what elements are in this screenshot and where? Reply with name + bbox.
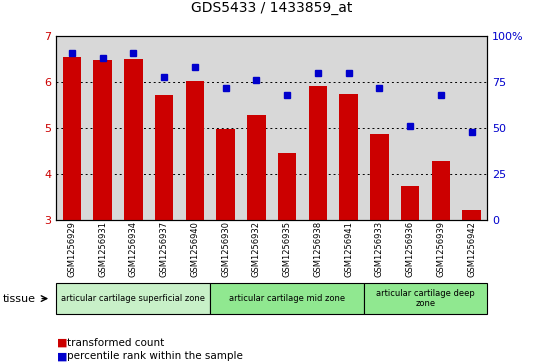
Text: ■: ■ — [56, 338, 67, 348]
Bar — [94, 60, 112, 220]
Bar — [278, 153, 296, 220]
Text: articular cartilage deep
zone: articular cartilage deep zone — [376, 289, 475, 308]
Text: ■: ■ — [56, 351, 67, 362]
Bar — [186, 81, 204, 220]
Bar — [370, 134, 388, 220]
Text: GDS5433 / 1433859_at: GDS5433 / 1433859_at — [191, 0, 352, 15]
Text: tissue: tissue — [3, 294, 36, 303]
Text: percentile rank within the sample: percentile rank within the sample — [67, 351, 243, 362]
Bar — [62, 57, 81, 220]
Bar — [401, 186, 419, 220]
Bar — [216, 129, 235, 220]
Bar — [124, 59, 143, 220]
Bar — [155, 94, 173, 220]
Text: articular cartilage superficial zone: articular cartilage superficial zone — [61, 294, 206, 303]
Text: articular cartilage mid zone: articular cartilage mid zone — [229, 294, 345, 303]
Bar — [339, 94, 358, 220]
Bar — [309, 86, 327, 220]
Bar — [462, 209, 481, 220]
Bar — [431, 161, 450, 220]
Bar — [247, 115, 266, 220]
Text: transformed count: transformed count — [67, 338, 165, 348]
